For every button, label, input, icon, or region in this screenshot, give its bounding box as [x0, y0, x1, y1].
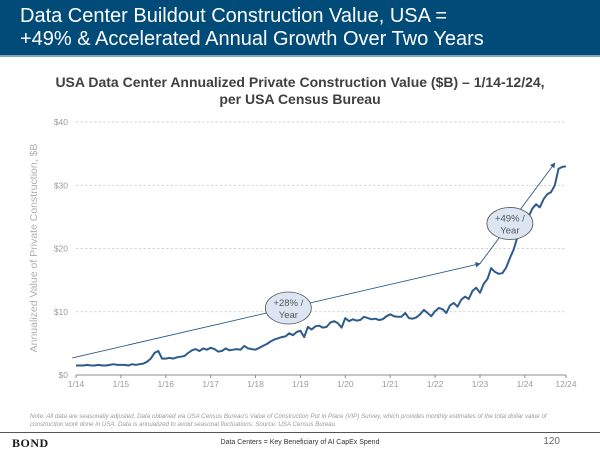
- x-tick-label: 1/16: [157, 379, 174, 389]
- x-tick-label: 1/19: [292, 379, 309, 389]
- growth-annotation: +28% /Year: [265, 292, 311, 324]
- growth-annotation: +49% /Year: [487, 207, 533, 239]
- footnote: Note: All data are seasonally adjusted. …: [30, 413, 575, 429]
- y-tick-label: $20: [54, 244, 68, 254]
- series-line: [76, 166, 566, 365]
- annotation-text-line2: Year: [500, 225, 519, 236]
- y-tick-label: $10: [54, 307, 68, 317]
- x-tick-label: 1/24: [517, 379, 534, 389]
- x-tick-label: 1/20: [337, 379, 354, 389]
- footer-divider: [0, 432, 600, 433]
- x-tick-label: 1/21: [382, 379, 399, 389]
- y-axis-title: Annualized Value of Private Construction…: [28, 144, 40, 353]
- annotation-text-line1: +49% /: [495, 213, 525, 224]
- x-tick-label: 12/24: [555, 379, 577, 389]
- x-tick-label: 1/15: [113, 379, 130, 389]
- footer-caption: Data Centers = Key Beneficiary of AI Cap…: [0, 439, 600, 446]
- y-tick-label: $30: [54, 180, 68, 190]
- x-tick-label: 1/22: [427, 379, 444, 389]
- x-tick-label: 1/17: [202, 379, 219, 389]
- annotation-text-line2: Year: [279, 310, 298, 321]
- x-tick-label: 1/23: [472, 379, 489, 389]
- page-number: 120: [543, 436, 560, 447]
- annotation-text-line1: +28% /: [273, 298, 303, 309]
- y-tick-label: $40: [54, 117, 68, 127]
- x-tick-label: 1/18: [247, 379, 264, 389]
- x-tick-label: 1/14: [68, 379, 85, 389]
